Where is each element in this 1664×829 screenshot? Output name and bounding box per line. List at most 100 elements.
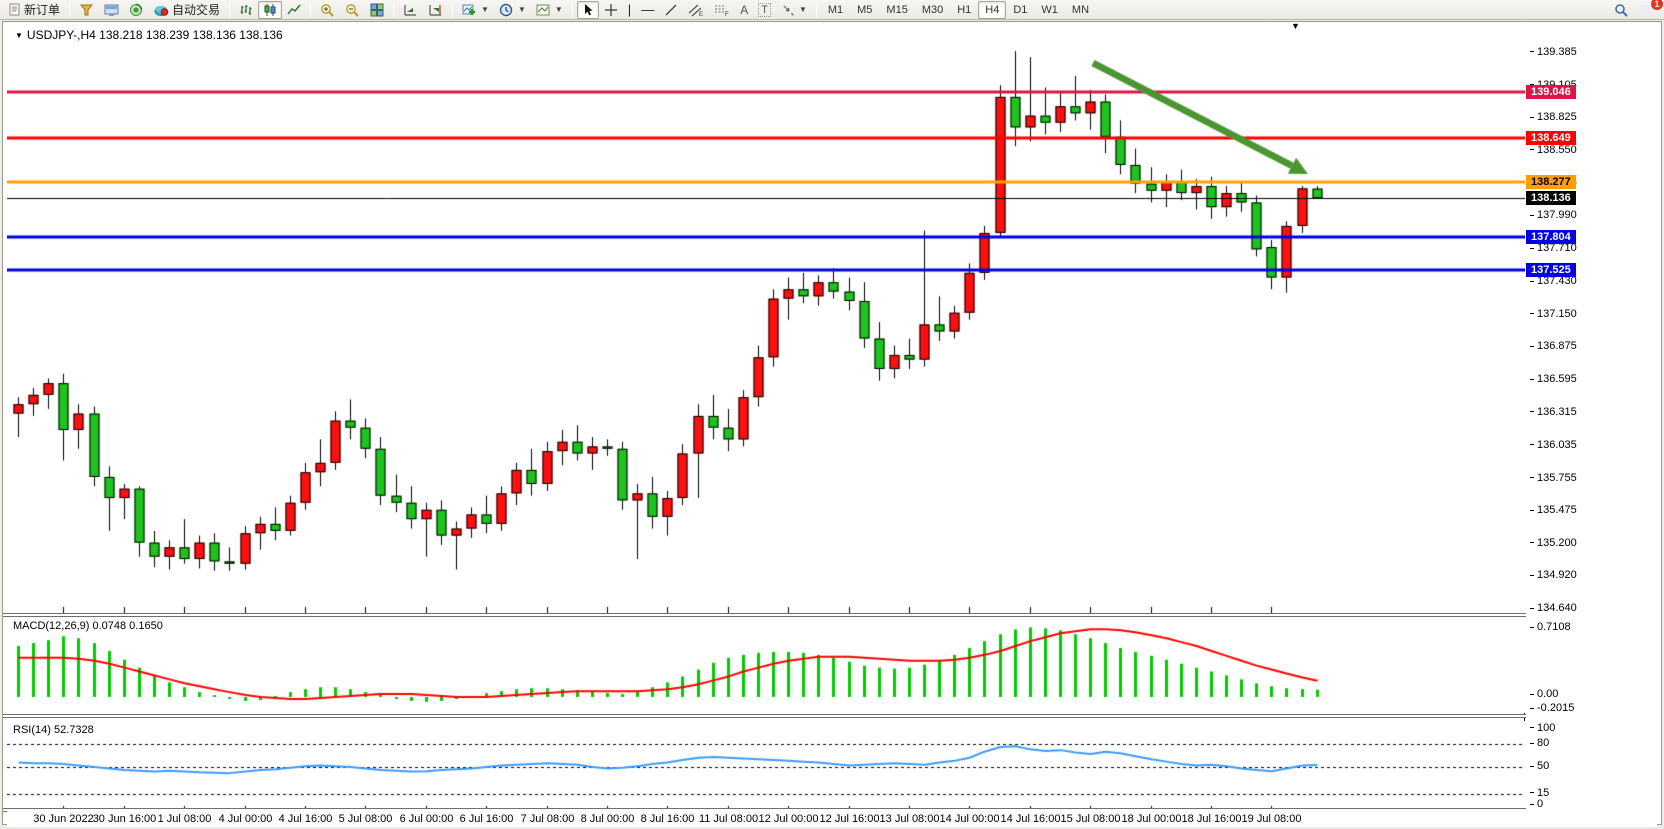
dropdown-caret: ▼	[517, 5, 526, 14]
price-level-badge[interactable]: 139.046	[1526, 84, 1576, 99]
main-chart-canvas[interactable]	[7, 23, 1525, 613]
arrows-tool-button[interactable]: ▼	[776, 1, 812, 19]
search-icon	[1614, 3, 1629, 17]
trendline-tool-button[interactable]	[659, 1, 683, 19]
timeframe-button-mn[interactable]: MN	[1071, 3, 1090, 16]
timeframe-button-w1[interactable]: W1	[1041, 3, 1058, 16]
timeframe-button-h1[interactable]: H1	[957, 3, 972, 16]
channel-tool-button[interactable]: E	[683, 1, 709, 19]
timeframe-button-m1[interactable]: M1	[827, 3, 844, 16]
price-tick-label: 136.315	[1530, 406, 1577, 418]
panel-separator[interactable]	[3, 714, 1655, 718]
market-watch-button[interactable]	[74, 1, 99, 19]
fibonacci-tool-button[interactable]: F	[709, 1, 735, 19]
price-level-badge[interactable]: 137.804	[1526, 230, 1576, 245]
price-tick-label: 135.755	[1530, 472, 1577, 484]
line-chart-button[interactable]	[282, 1, 306, 19]
autotrade-icon	[154, 3, 169, 17]
zoom-in-button[interactable]	[315, 1, 340, 19]
periods-button[interactable]: ▼	[494, 1, 531, 19]
timeframe-group: M1 M5 M15 M30 H1 H4 D1 W1 MN	[821, 0, 1096, 19]
rsi-axis-label: 100	[1530, 722, 1555, 734]
time-axis[interactable]: 30 Jun 2022 30 Jun 16:00 1 Jul 08:00 4 Jul …	[7, 811, 1657, 827]
arrows-icon	[781, 3, 795, 17]
rsi-axis-label: 15	[1530, 787, 1549, 799]
rsi-axis-label: 50	[1530, 760, 1549, 772]
timeframe-button-h4[interactable]: H4	[978, 0, 1007, 19]
time-axis-label: 19 Jul 08:00	[1241, 813, 1302, 825]
vertical-line-icon: |	[627, 2, 632, 17]
rsi-panel-canvas[interactable]	[7, 721, 1525, 811]
timeframe-button-m30[interactable]: M30	[921, 3, 944, 16]
autotrade-label: 自动交易	[172, 3, 221, 17]
time-axis-label: 30 Jun 2022	[33, 813, 94, 825]
price-level-badge[interactable]: 138.277	[1526, 174, 1576, 189]
cursor-tool-button[interactable]	[576, 0, 599, 19]
toolbar-separator	[815, 2, 817, 17]
horizontal-line-tool-button[interactable]: —	[636, 1, 659, 19]
toolbar-separator	[310, 2, 312, 17]
auto-scroll-button[interactable]	[398, 1, 423, 19]
dropdown-caret: ▼	[554, 5, 563, 14]
signals-button[interactable]	[124, 1, 149, 19]
trendline-icon	[664, 3, 678, 17]
macd-panel-canvas[interactable]	[7, 617, 1525, 713]
price-level-badge[interactable]: 138.649	[1526, 131, 1576, 146]
time-axis-label: 1 Jul 08:00	[157, 813, 212, 825]
time-axis-label: 18 Jul 16:00	[1181, 813, 1242, 825]
zoom-out-button[interactable]	[340, 1, 365, 19]
text-label-icon: T	[758, 2, 771, 17]
text-tool-button[interactable]: A	[735, 1, 753, 19]
chart-shift-button[interactable]	[423, 1, 448, 19]
zoom-in-icon	[320, 3, 335, 17]
price-level-badge[interactable]: 138.136	[1526, 191, 1576, 206]
horizontal-line-icon: —	[641, 2, 655, 17]
time-axis-label: 8 Jul 16:00	[640, 813, 695, 825]
price-tick-label: 137.710	[1530, 242, 1577, 254]
rsi-label: RSI(14) 52.7328	[13, 724, 94, 736]
time-axis-label: 14 Jul 16:00	[1000, 813, 1061, 825]
templates-button[interactable]: ▼	[531, 1, 568, 19]
price-tick-label: 137.430	[1530, 275, 1577, 287]
bar-chart-button[interactable]	[234, 1, 258, 19]
search-button[interactable]	[1609, 1, 1634, 19]
new-order-button[interactable]: 新订单	[4, 1, 65, 19]
crosshair-tool-button[interactable]	[599, 1, 623, 19]
chat-icon	[1639, 3, 1655, 17]
panel-separator[interactable]	[3, 613, 1655, 617]
vertical-line-tool-button[interactable]: |	[623, 1, 636, 19]
bar-chart-icon	[239, 3, 253, 17]
dropdown-caret: ▼	[798, 5, 807, 14]
price-level-badge[interactable]: 137.525	[1526, 262, 1576, 277]
chevron-down-icon: ▼	[15, 30, 23, 40]
time-axis-label: 5 Jul 08:00	[338, 813, 393, 825]
autotrade-button[interactable]: 自动交易	[149, 1, 225, 19]
zoom-out-icon	[345, 3, 360, 17]
svg-text:E: E	[699, 12, 703, 17]
price-tick-label: 134.640	[1530, 602, 1577, 614]
toolbar-separator	[393, 2, 395, 17]
time-axis-label: 18 Jul 00:00	[1121, 813, 1182, 825]
line-chart-icon	[287, 3, 301, 17]
candlestick-chart-button[interactable]	[258, 0, 283, 19]
time-axis-label: 8 Jul 00:00	[580, 813, 635, 825]
timeframe-button-m5[interactable]: M5	[857, 3, 873, 16]
price-axis[interactable]: 139.385139.105138.825138.550138.270137.9…	[1526, 22, 1658, 811]
price-tick-label: 134.920	[1530, 569, 1577, 581]
timeframe-button-m15[interactable]: M15	[886, 3, 908, 16]
timeframe-button-d1[interactable]: D1	[1013, 3, 1028, 16]
new-order-icon	[9, 3, 21, 16]
text-label-tool-button[interactable]: T	[753, 1, 776, 19]
notifications-button[interactable]: 1	[1634, 0, 1663, 19]
macd-axis-label: 0.00	[1530, 688, 1558, 700]
time-axis-label: 7 Jul 08:00	[520, 813, 575, 825]
terminal-button[interactable]	[99, 1, 124, 19]
indicators-button[interactable]: ▼	[457, 1, 494, 19]
crosshair-icon	[604, 3, 618, 17]
rsi-axis-label: 0	[1530, 798, 1543, 810]
chart-shift-marker[interactable]: ▼	[1291, 21, 1300, 31]
toolbar-separator	[229, 2, 231, 17]
macd-label: MACD(12,26,9) 0.0748 0.1650	[13, 620, 163, 632]
tile-windows-button[interactable]	[365, 1, 389, 19]
